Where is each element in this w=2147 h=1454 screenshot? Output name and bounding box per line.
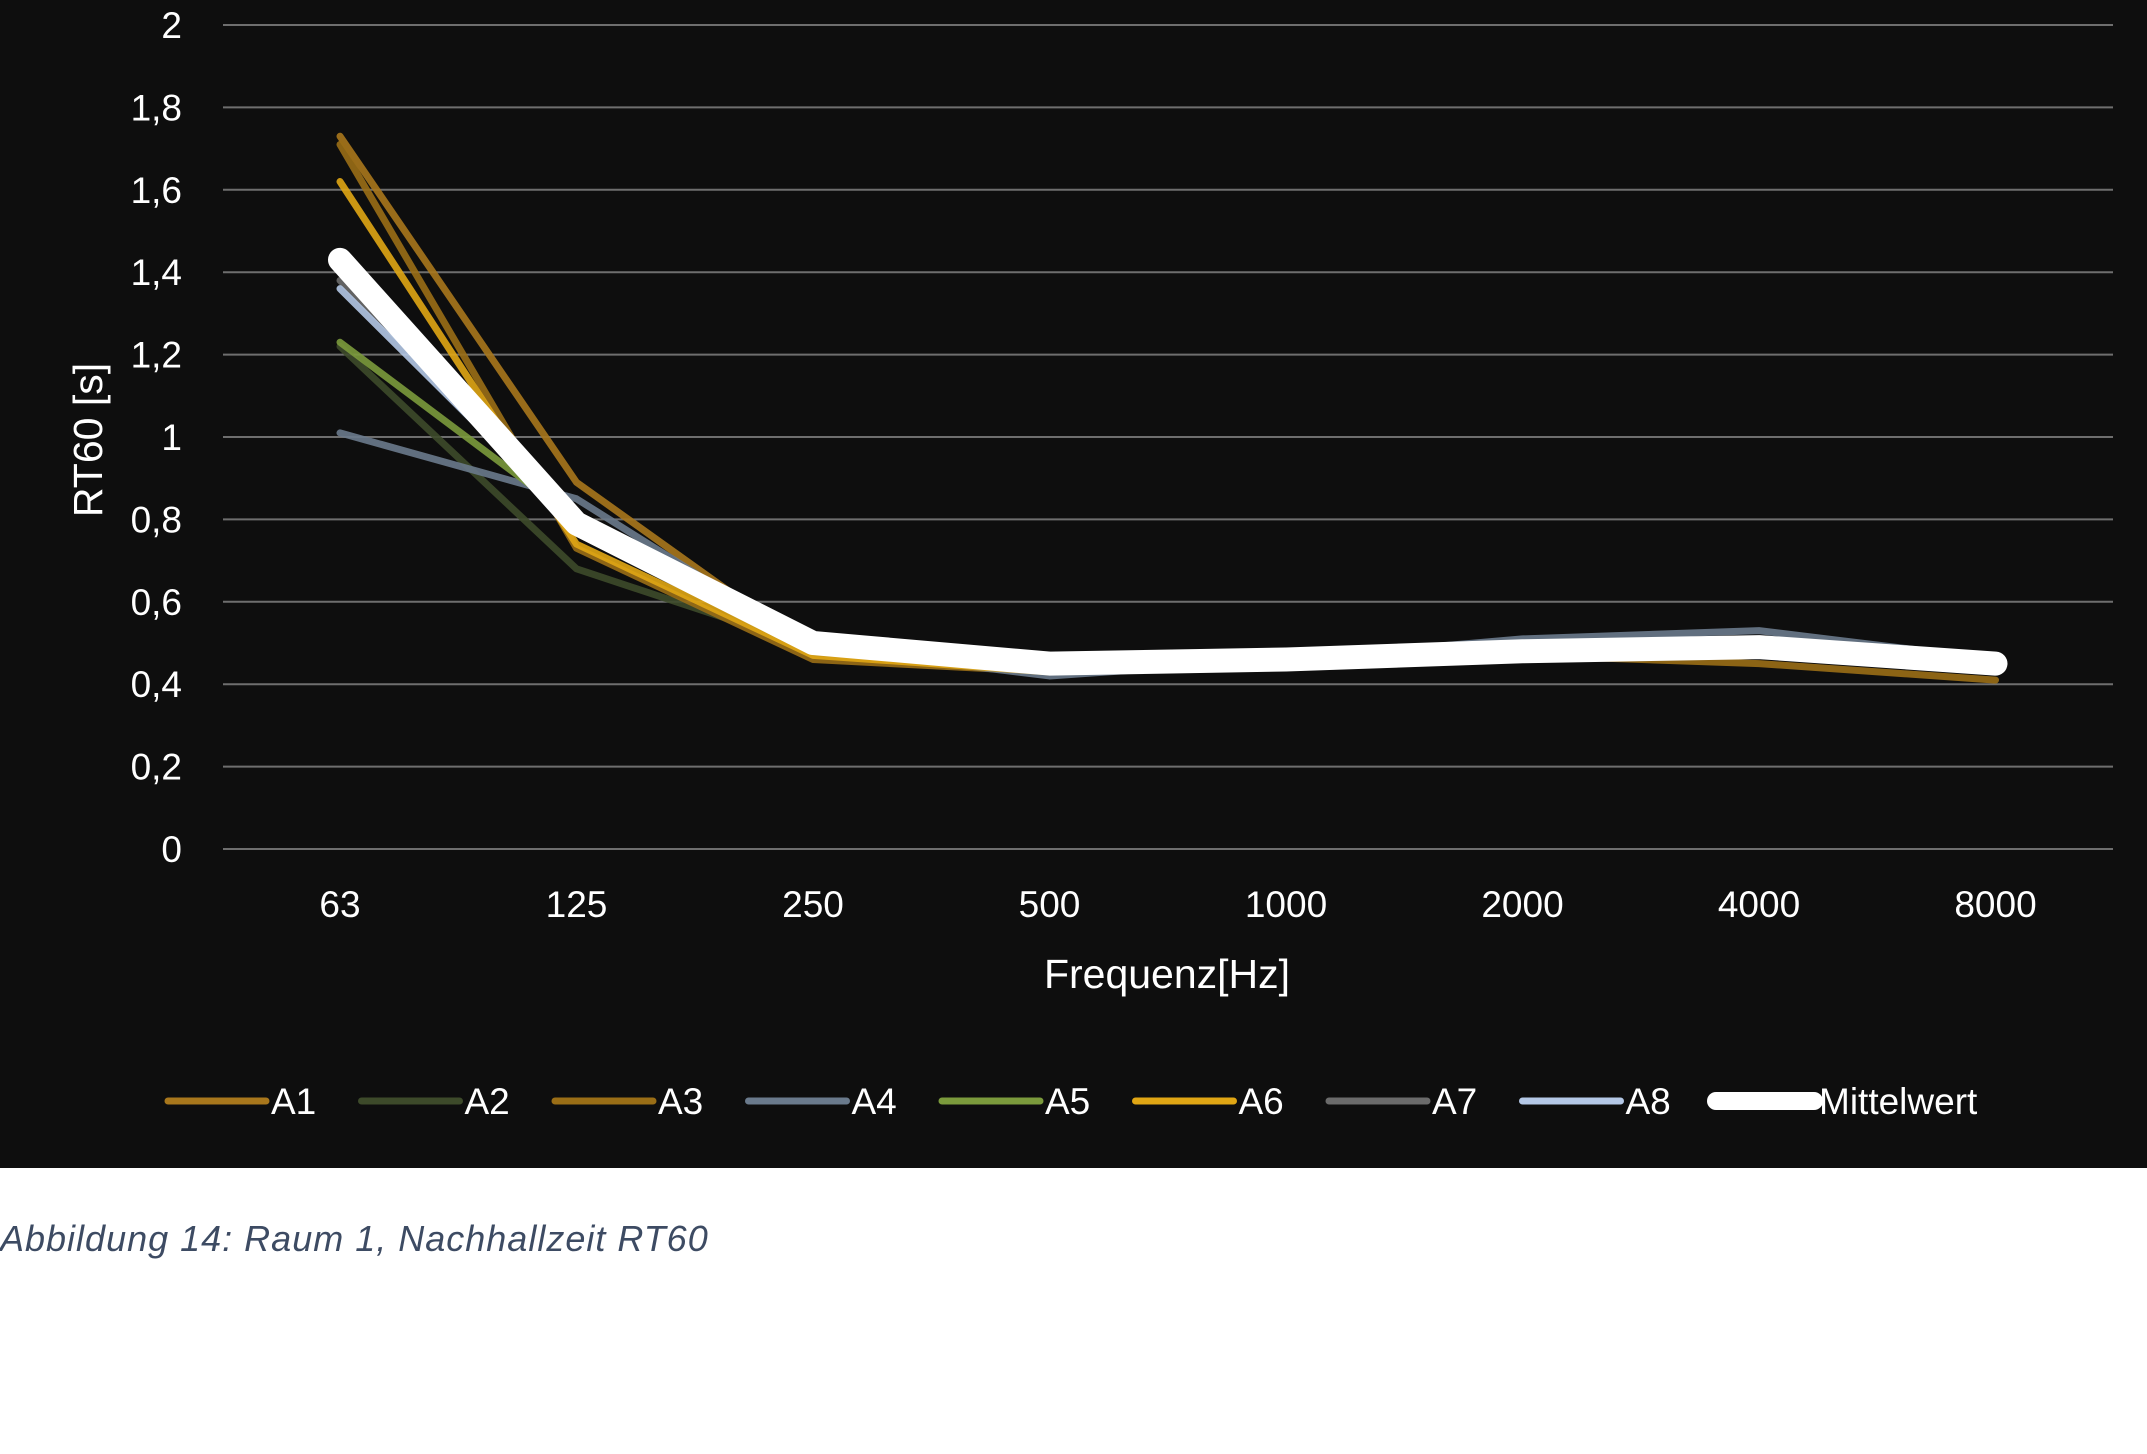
x-tick-label: 500 (1019, 884, 1081, 925)
y-tick-label: 1,2 (131, 335, 182, 376)
legend-item-a1: A1 (164, 1081, 316, 1122)
rt60-line-chart: 0 0,2 0,4 0,6 0,8 1 1,2 1,4 1,6 1,8 2 63 125 250 500 1… (65, 5, 2113, 1122)
legend-label: A3 (658, 1081, 703, 1122)
y-tick-label: 0,2 (131, 747, 182, 788)
legend: A1 A2 A3 A4 A5 A6 A7 A8 Mittelwert (164, 1081, 1978, 1122)
legend-label: A7 (1432, 1081, 1477, 1122)
legend-label: A1 (271, 1081, 316, 1122)
y-tick-label: 0 (161, 829, 182, 870)
legend-item-a6: A6 (1132, 1081, 1284, 1122)
legend-label: A2 (465, 1081, 510, 1122)
gridlines (223, 24, 2113, 850)
legend-item-a3: A3 (551, 1081, 703, 1122)
legend-item-a7: A7 (1325, 1081, 1477, 1122)
y-axis-ticks: 0 0,2 0,4 0,6 0,8 1 1,2 1,4 1,6 1,8 2 (131, 5, 182, 870)
x-axis-title: Frequenz[Hz] (1044, 951, 1290, 997)
legend-item-a8: A8 (1519, 1081, 1671, 1122)
x-tick-label: 8000 (1954, 884, 2036, 925)
y-tick-label: 0,8 (131, 499, 182, 540)
legend-label: A4 (852, 1081, 897, 1122)
x-tick-label: 1000 (1245, 884, 1327, 925)
x-axis-ticks: 63 125 250 500 1000 2000 4000 8000 (319, 884, 2036, 925)
series-line-a8 (336, 285, 1999, 672)
figure-caption: Abbildung 14: Raum 1, Nachhallzeit RT60 (0, 1218, 709, 1259)
legend-label: A8 (1626, 1081, 1671, 1122)
series-line-a6 (336, 178, 1999, 676)
y-tick-label: 1,6 (131, 170, 182, 211)
series-line-mittelwert (328, 247, 2008, 676)
x-tick-label: 4000 (1718, 884, 1800, 925)
y-tick-label: 0,4 (131, 664, 182, 705)
y-tick-label: 2 (161, 5, 182, 46)
series-line-a1 (336, 132, 1999, 672)
x-tick-label: 125 (546, 884, 608, 925)
chart-panel: 0 0,2 0,4 0,6 0,8 1 1,2 1,4 1,6 1,8 2 63 125 250 500 1… (0, 0, 2147, 1168)
x-tick-label: 2000 (1481, 884, 1563, 925)
legend-label: Mittelwert (1819, 1081, 1978, 1122)
legend-label: A5 (1045, 1081, 1090, 1122)
x-tick-label: 250 (782, 884, 844, 925)
y-tick-label: 1,4 (131, 252, 182, 293)
y-tick-label: 0,6 (131, 582, 182, 623)
y-tick-label: 1 (161, 417, 182, 458)
x-tick-label: 63 (319, 884, 360, 925)
series-line-a7 (336, 276, 1999, 672)
legend-item-a2: A2 (358, 1081, 510, 1122)
legend-item-mittelwert: Mittelwert (1707, 1081, 1978, 1122)
y-axis-title: RT60 [s] (65, 363, 111, 517)
legend-item-a4: A4 (745, 1081, 897, 1122)
legend-label: A6 (1239, 1081, 1284, 1122)
y-tick-label: 1,8 (131, 87, 182, 128)
series-line-a3 (336, 140, 1999, 684)
legend-item-a5: A5 (938, 1081, 1090, 1122)
series-lines (328, 132, 2008, 684)
